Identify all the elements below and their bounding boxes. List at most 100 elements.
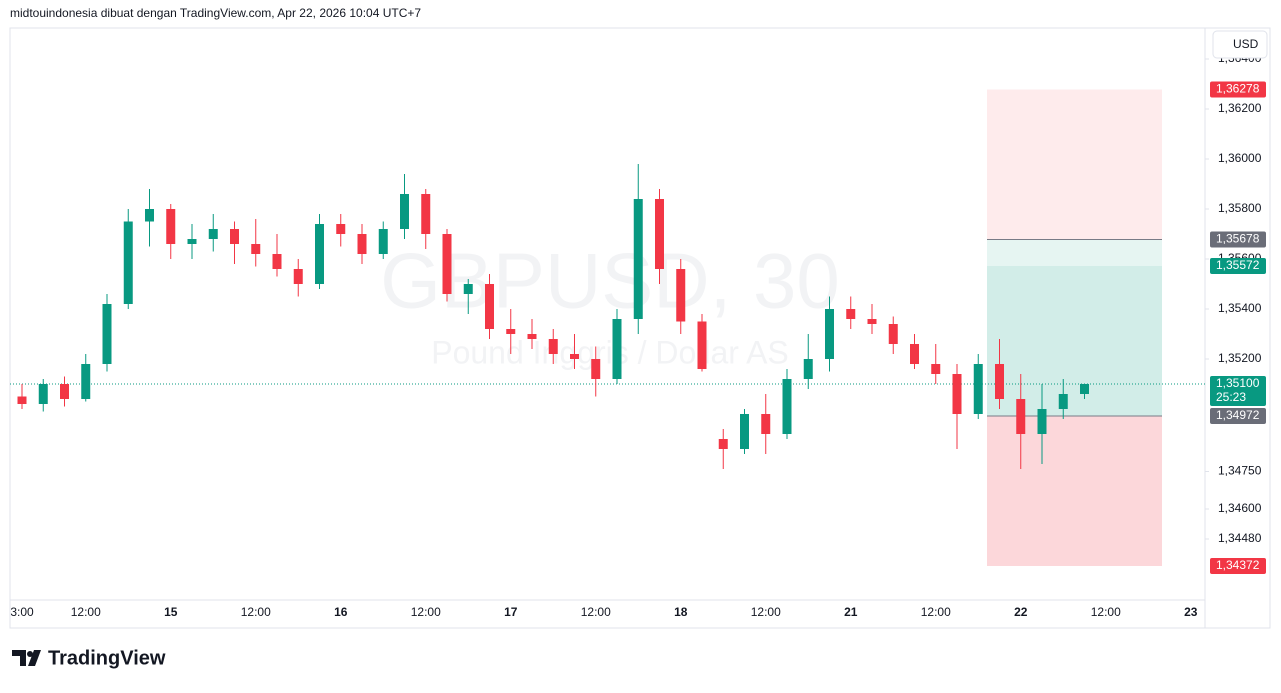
candle-body (315, 224, 324, 284)
candle-body (1080, 384, 1089, 394)
currency-button[interactable] (1212, 30, 1268, 59)
candle-body (825, 309, 834, 359)
candle-body (803, 359, 813, 379)
watermark-symbol: GBPUSD, 30 (380, 237, 840, 325)
candle-body (782, 379, 792, 434)
candle-body (910, 344, 919, 364)
candle-body (527, 334, 537, 339)
logo-mark (12, 650, 41, 666)
position-zone (987, 416, 1162, 566)
x-tick-label: 12:00 (241, 605, 271, 619)
candle-body (60, 384, 69, 399)
x-tick-label: 12:00 (1091, 605, 1121, 619)
candle-body (230, 229, 239, 244)
candle-body (867, 319, 877, 324)
y-tick-label: 1,34750 (1218, 464, 1262, 478)
candle-body (973, 364, 983, 414)
x-tick-label: 12:00 (581, 605, 611, 619)
y-tick-label: 1,34480 (1218, 531, 1262, 545)
x-tick-label: 12:00 (751, 605, 781, 619)
candle-body (591, 359, 601, 379)
price-label: 1,34972 (1216, 408, 1260, 422)
x-tick-label: 18 (674, 605, 688, 619)
candle-body (1058, 394, 1068, 409)
candle-body (676, 269, 686, 322)
x-tick-label: 21 (844, 605, 858, 619)
candle-body (633, 199, 643, 319)
y-tick-label: 1,35800 (1218, 201, 1262, 215)
price-label: 1,36278 (1216, 82, 1260, 96)
price-label-box (1210, 231, 1266, 248)
position-zone (987, 239, 1162, 266)
candle-body (421, 194, 431, 234)
candle-body (548, 339, 558, 354)
price-label-box (1210, 376, 1266, 406)
candle-body (251, 244, 261, 254)
candle-body (38, 384, 48, 404)
watermark-name: Pound Inggris / Dollar AS (431, 334, 789, 370)
frame (9, 27, 1271, 629)
logo-dot (27, 651, 33, 657)
candle-body (995, 364, 1004, 399)
logo: TradingView (12, 647, 166, 669)
candle-body (145, 209, 154, 222)
x-tick-label: 23 (1184, 605, 1198, 619)
price-label: 1,35100 (1216, 376, 1260, 390)
candle-body (761, 414, 771, 434)
price-axis: 1,364001,362001,360001,358001,356001,354… (1205, 51, 1266, 574)
candle-body (81, 364, 91, 399)
candle-body (17, 396, 27, 404)
candle-body (463, 284, 473, 294)
y-tick-label: 1,36200 (1218, 101, 1262, 115)
candle-body (442, 234, 452, 294)
price-label: 1,35572 (1216, 258, 1260, 272)
candle-body (570, 354, 579, 359)
x-tick-label: 17 (504, 605, 518, 619)
candle-body (123, 221, 133, 304)
candle-body (740, 414, 749, 449)
candle-body (336, 224, 346, 234)
plot (10, 89, 1205, 566)
candle-body (718, 439, 728, 449)
price-label-box (1210, 258, 1266, 274)
candle-body (208, 229, 218, 239)
price-label-box (1210, 81, 1266, 98)
x-tick-label: 16 (334, 605, 348, 619)
watermark: GBPUSD, 30 Pound Inggris / Dollar AS (380, 237, 840, 371)
x-tick-label: 3:00 (10, 605, 34, 619)
candle-body (357, 234, 367, 254)
candle-body (102, 304, 112, 364)
candle-body (272, 254, 282, 269)
candle-body (846, 309, 856, 319)
position-zone (987, 266, 1162, 416)
candle-body (166, 209, 176, 244)
position-zone (987, 89, 1162, 240)
candle-body (697, 321, 707, 369)
candle-body (931, 364, 941, 374)
price-label-box (1210, 408, 1266, 424)
x-tick-label: 12:00 (921, 605, 951, 619)
x-tick-label: 22 (1014, 605, 1028, 619)
candle-body (655, 199, 664, 269)
candle-body (612, 319, 622, 379)
price-countdown: 25:23 (1216, 390, 1246, 404)
y-tick-label: 1,34600 (1218, 501, 1262, 515)
candle-body (400, 194, 409, 229)
price-label: 1,35678 (1216, 232, 1260, 246)
candle-body (485, 284, 494, 329)
x-tick-label: 12:00 (411, 605, 441, 619)
logo-text: TradingView (48, 647, 166, 669)
candle-body (888, 324, 898, 344)
candle-body (506, 329, 516, 334)
price-label: 1,34372 (1216, 558, 1260, 572)
candle-body (1037, 409, 1047, 434)
candle-body (293, 269, 303, 284)
y-tick-label: 1,35400 (1218, 301, 1262, 315)
candle-body (187, 239, 197, 244)
candle-body (952, 374, 962, 414)
y-tick-label: 1,35200 (1218, 351, 1262, 365)
candle-body (378, 229, 388, 254)
candle-body (1016, 399, 1026, 434)
x-tick-label: 15 (164, 605, 178, 619)
